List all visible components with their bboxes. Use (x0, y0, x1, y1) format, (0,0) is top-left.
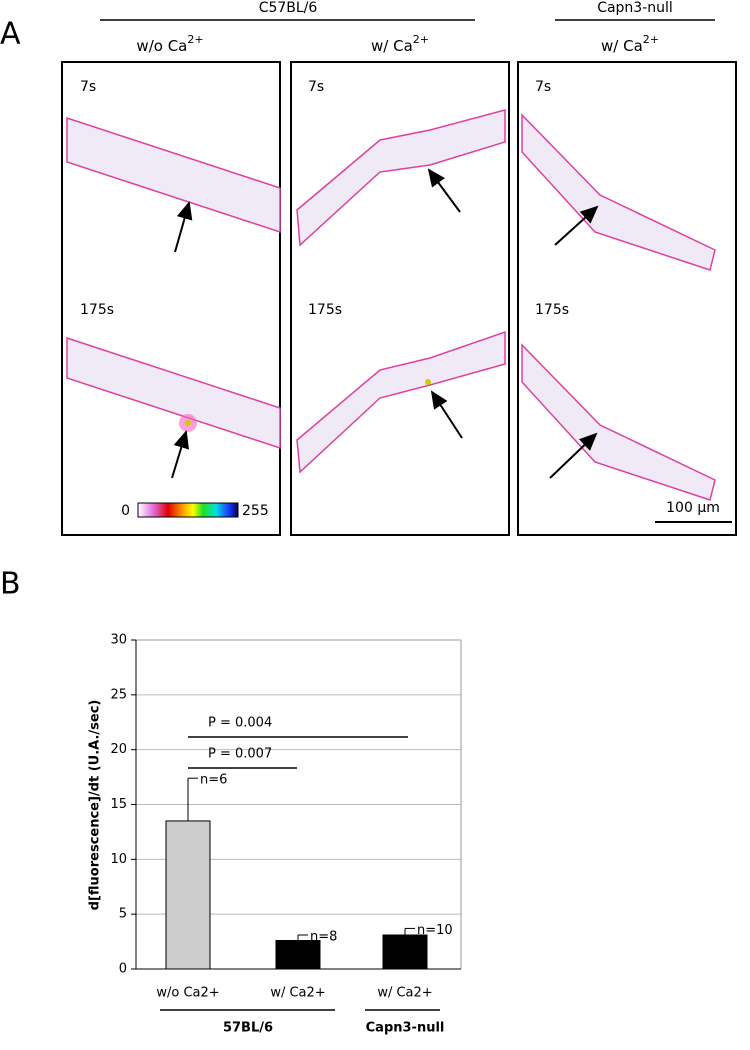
time-label: 7s (535, 79, 551, 95)
group-label: Capn3-null (366, 1021, 445, 1036)
fiber (296, 330, 506, 474)
bar (382, 934, 428, 970)
x-tick-label: w/o Ca2+ (156, 986, 219, 1001)
colorbar-min: 0 (121, 503, 130, 519)
arrow (427, 168, 461, 213)
time-label: 7s (80, 79, 96, 95)
fiber (296, 109, 506, 247)
fiber (521, 343, 716, 501)
image-frame (290, 61, 510, 536)
condition-text: w/ Ca (371, 37, 413, 55)
colorbar-max: 255 (242, 503, 269, 519)
group-header: C57BL/6 (259, 0, 318, 16)
fiber (66, 116, 281, 234)
panel-label: B (0, 567, 21, 602)
bar (165, 820, 211, 970)
condition: w/ Ca2+ (371, 33, 429, 55)
significance-label: P = 0.004 (208, 716, 272, 731)
y-axis-title: d[fluorescence]/dt (U.A./sec) (88, 700, 103, 911)
arrow (174, 201, 193, 253)
time-label: 7s (308, 79, 324, 95)
image-frame (517, 61, 737, 536)
x-tick-label: w/ Ca2+ (377, 986, 432, 1001)
condition-text: w/o Ca (136, 37, 187, 55)
x-tick-label: w/ Ca2+ (270, 986, 325, 1001)
group-label: 57BL/6 (223, 1021, 273, 1036)
arrow (549, 432, 598, 479)
arrow (430, 390, 463, 439)
group-header: Capn3-null (597, 0, 673, 16)
scale-bar-label: 100 µm (666, 500, 720, 516)
superscript: 2+ (643, 33, 659, 46)
y-tick-label: 25 (110, 687, 127, 702)
time-label: 175s (80, 302, 114, 318)
y-tick-label: 30 (110, 633, 127, 648)
n-label: n=8 (310, 930, 337, 945)
time-label: 175s (308, 302, 342, 318)
colorbar (137, 502, 239, 518)
bar (275, 939, 321, 970)
fiber (521, 113, 716, 271)
arrow (171, 430, 189, 479)
condition-text: w/ Ca (601, 37, 643, 55)
condition: w/o Ca2+ (136, 33, 203, 55)
y-tick-label: 5 (119, 907, 127, 922)
time-label: 175s (535, 302, 569, 318)
y-tick-label: 20 (110, 742, 127, 757)
arrow (554, 205, 599, 246)
panel-label: A (0, 17, 21, 52)
y-tick-label: 0 (119, 962, 127, 977)
plot: 0 5 10 15 20 25 30 w/o Ca2+ n=6 w/ Ca2+ n=8 w/ Ca2+… (110, 633, 462, 1036)
fiber (66, 336, 281, 450)
superscript: 2+ (187, 33, 203, 46)
n-label: n=6 (200, 773, 227, 788)
hotspot (425, 379, 431, 385)
y-tick-label: 15 (110, 797, 127, 812)
superscript: 2+ (413, 33, 429, 46)
image-frame (61, 61, 281, 536)
y-tick-label: 10 (110, 852, 127, 867)
significance-label: P = 0.007 (208, 747, 272, 762)
hotspot (185, 420, 191, 426)
condition: w/ Ca2+ (601, 33, 659, 55)
n-label: n=10 (417, 923, 453, 938)
